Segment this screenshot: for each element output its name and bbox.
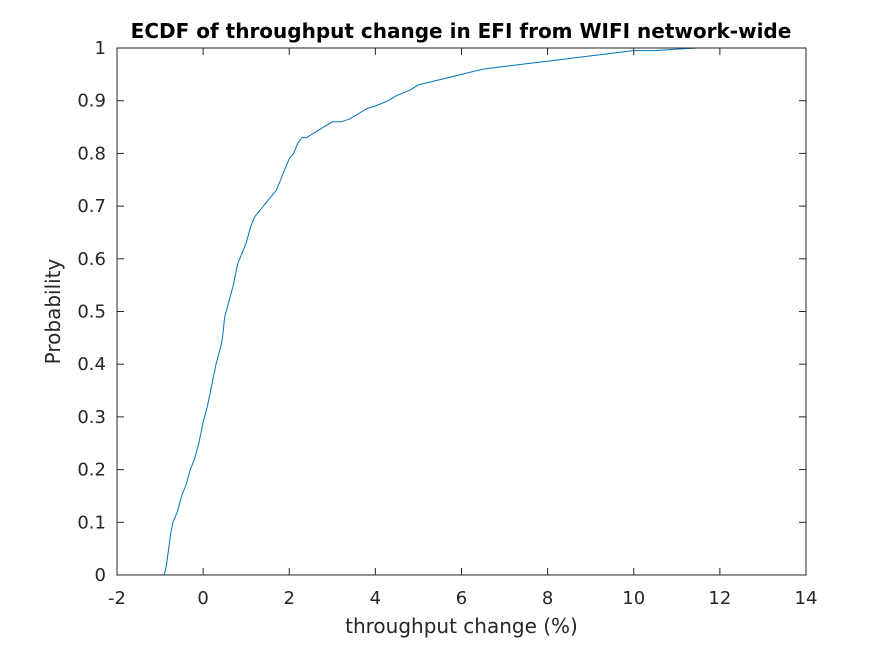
x-axis-title: throughput change (%)	[345, 614, 578, 638]
x-tick-label: 12	[708, 588, 731, 609]
y-tick-label: 0.9	[77, 91, 106, 112]
tick-layer: -2 0 2 4 6 8 10 12 1400.10.20.30.40.50.60.70.80.…	[77, 38, 817, 609]
x-tick-label: 6	[456, 588, 467, 609]
x-tick-label: 10	[622, 588, 645, 609]
y-tick-label: 1	[95, 38, 106, 59]
series-layer	[162, 47, 729, 576]
y-tick-label: 0.8	[77, 143, 106, 164]
y-tick-label: 0.1	[77, 512, 106, 533]
x-tick-label: 4	[370, 588, 381, 609]
y-tick-label: 0.4	[77, 354, 106, 375]
y-axis-title: Probability	[41, 258, 65, 364]
x-tick-label: 8	[542, 588, 553, 609]
y-tick-label: 0.6	[77, 249, 106, 270]
x-tick-label: 0	[197, 588, 208, 609]
chart-title: ECDF of throughput change in EFI from WI…	[131, 19, 792, 43]
y-tick-label: 0.5	[77, 302, 106, 323]
y-tick-label: 0	[95, 565, 106, 586]
x-tick-label: -2	[108, 588, 126, 609]
plot-area	[117, 48, 806, 575]
x-tick-label: 2	[284, 588, 295, 609]
y-tick-label: 0.3	[77, 407, 106, 428]
y-tick-label: 0.2	[77, 460, 106, 481]
ecdf-line-series-0	[162, 47, 729, 576]
y-tick-label: 0.7	[77, 196, 106, 217]
x-tick-label: 14	[795, 588, 818, 609]
